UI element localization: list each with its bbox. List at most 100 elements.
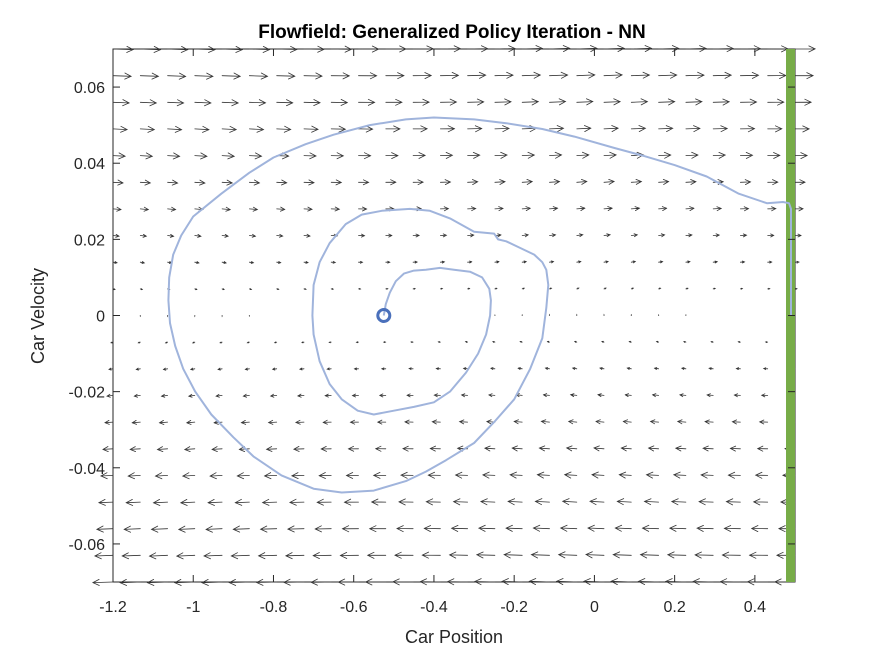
flow-arrow bbox=[712, 233, 721, 238]
flow-arrow bbox=[110, 341, 114, 344]
flow-arrow bbox=[546, 340, 550, 343]
flow-arrow bbox=[576, 125, 592, 132]
flow-arrow bbox=[232, 525, 250, 533]
flow-arrow bbox=[177, 525, 196, 533]
flow-arrow bbox=[603, 206, 614, 211]
flow-arrow bbox=[735, 367, 741, 370]
flow-arrow bbox=[643, 498, 659, 506]
flow-arrow bbox=[288, 498, 305, 506]
quiver-arrows bbox=[91, 45, 817, 586]
flow-arrow bbox=[658, 287, 662, 290]
flow-arrow bbox=[794, 233, 802, 238]
flow-arrow bbox=[603, 287, 607, 290]
flow-arrow bbox=[494, 45, 516, 53]
flow-arrow bbox=[276, 125, 292, 133]
flow-arrow bbox=[221, 72, 242, 80]
flow-arrow bbox=[467, 260, 473, 264]
y-tick-label: 0 bbox=[96, 309, 105, 326]
flow-arrow bbox=[521, 98, 540, 106]
flow-arrow bbox=[597, 393, 605, 397]
flow-arrow bbox=[712, 71, 733, 79]
flow-arrow bbox=[630, 233, 639, 238]
flow-arrow bbox=[228, 579, 250, 586]
flow-arrow bbox=[125, 499, 141, 506]
flow-arrow bbox=[139, 234, 148, 238]
flow-arrow bbox=[249, 152, 263, 160]
flow-arrow bbox=[330, 179, 343, 186]
flow-arrow bbox=[696, 525, 714, 532]
y-tick-label: -0.04 bbox=[69, 461, 106, 478]
flow-arrow bbox=[481, 471, 496, 479]
flow-arrow bbox=[651, 393, 659, 398]
flow-arrow bbox=[194, 125, 210, 133]
flow-arrow bbox=[303, 233, 311, 238]
flow-arrow bbox=[246, 341, 250, 344]
flow-arrow bbox=[341, 525, 359, 533]
flow-arrow bbox=[368, 525, 387, 533]
flow-arrow bbox=[412, 287, 417, 290]
flow-arrow bbox=[133, 393, 141, 398]
flow-arrow bbox=[167, 46, 189, 53]
flow-arrow bbox=[767, 287, 771, 290]
flow-arrow bbox=[164, 341, 168, 344]
flow-arrow bbox=[655, 340, 659, 343]
flow-arrow bbox=[221, 206, 232, 212]
flow-arrow bbox=[318, 472, 332, 479]
flow-arrow bbox=[355, 341, 359, 344]
flow-arrow bbox=[658, 179, 670, 185]
flow-arrow bbox=[658, 233, 666, 238]
flow-arrow bbox=[221, 99, 240, 107]
flow-arrow bbox=[139, 179, 152, 186]
flow-arrow bbox=[221, 288, 225, 291]
flow-arrow bbox=[112, 125, 129, 133]
flow-arrow bbox=[559, 524, 578, 532]
flow-arrow bbox=[649, 419, 659, 425]
flow-arrow bbox=[290, 472, 305, 479]
flow-arrow bbox=[630, 71, 651, 79]
flow-arrow bbox=[194, 152, 208, 160]
flow-arrow bbox=[767, 125, 783, 133]
flow-arrow bbox=[99, 472, 114, 480]
flow-arrow bbox=[467, 233, 475, 238]
flow-arrow bbox=[310, 578, 332, 586]
flow-arrow bbox=[400, 471, 414, 479]
flow-arrow bbox=[267, 419, 278, 425]
flow-arrow bbox=[630, 45, 653, 52]
flow-arrow bbox=[731, 419, 741, 425]
flow-arrow bbox=[620, 445, 632, 452]
flow-arrow bbox=[576, 287, 580, 290]
flow-arrow bbox=[167, 234, 175, 238]
flow-arrow bbox=[194, 46, 216, 53]
flow-arrow bbox=[549, 98, 567, 106]
flow-arrow bbox=[573, 340, 578, 343]
flow-arrow bbox=[536, 471, 550, 479]
flow-arrow bbox=[549, 151, 563, 159]
flow-arrow bbox=[276, 45, 298, 53]
flow-arrow bbox=[630, 179, 643, 185]
flow-arrow bbox=[440, 125, 456, 133]
flow-arrow bbox=[150, 525, 168, 533]
x-axis-ticks: -1.2 -1 -0.8 -0.6 -0.4 -0.2 0 0.2 0.4 bbox=[99, 49, 766, 616]
flow-arrow bbox=[345, 472, 359, 479]
flow-arrow bbox=[658, 71, 678, 79]
flow-arrow bbox=[167, 125, 183, 133]
flow-arrow bbox=[680, 367, 687, 370]
flow-arrow bbox=[664, 578, 687, 586]
flow-arrow bbox=[479, 498, 496, 506]
flow-arrow bbox=[129, 446, 141, 452]
flow-arrow bbox=[257, 552, 278, 560]
flow-arrow bbox=[102, 446, 114, 452]
flow-arrow bbox=[712, 152, 727, 159]
flow-arrow bbox=[330, 99, 349, 106]
flow-arrow bbox=[194, 288, 198, 291]
flow-arrow bbox=[630, 260, 637, 264]
flow-arrow bbox=[740, 287, 744, 290]
flow-arrow bbox=[106, 393, 114, 398]
flow-arrow bbox=[721, 551, 741, 559]
y-tick-label: 0.02 bbox=[74, 232, 105, 249]
flow-arrow bbox=[276, 99, 294, 107]
flow-arrow bbox=[549, 260, 555, 264]
flow-arrow bbox=[276, 206, 286, 212]
flow-arrow bbox=[337, 578, 359, 586]
flow-arrow bbox=[494, 151, 508, 159]
